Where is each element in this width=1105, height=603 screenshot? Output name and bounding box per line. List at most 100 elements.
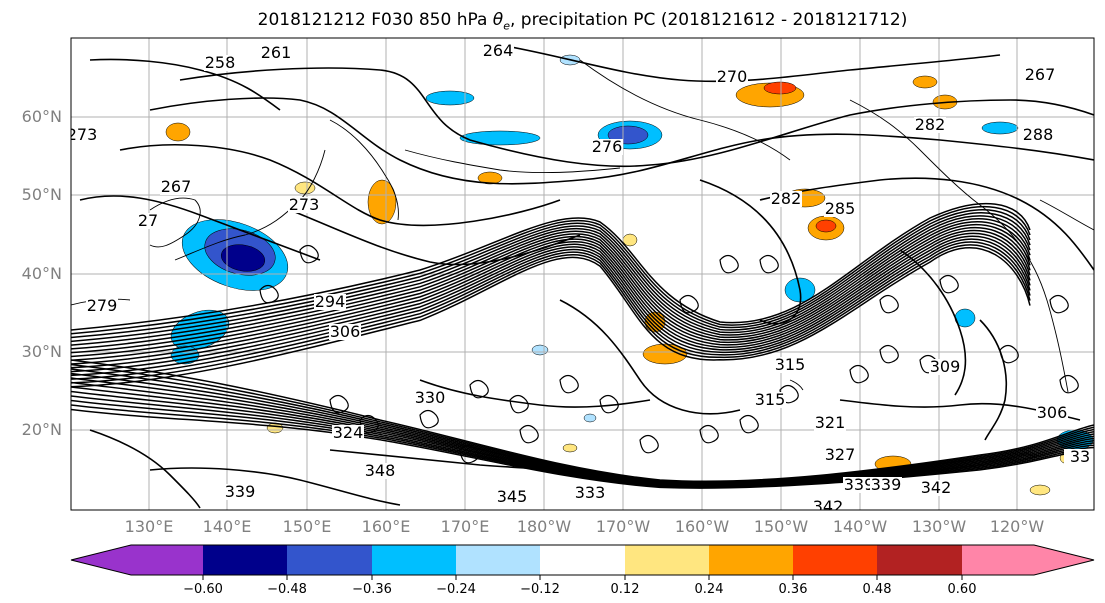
colorbar-outline xyxy=(70,544,1095,576)
contour-label-bg xyxy=(770,191,802,207)
lon-label: 150°E xyxy=(282,517,332,536)
theta-e-contour xyxy=(759,254,779,274)
contour-label-bg xyxy=(204,55,236,71)
contour-label: 324 xyxy=(333,423,364,442)
precip-area xyxy=(531,344,549,356)
theta-e-contour xyxy=(71,232,1031,369)
contour-label: 267 xyxy=(161,177,192,196)
contour-label: 345 xyxy=(497,487,528,506)
theta-e-contour xyxy=(149,97,1094,185)
colorbar-tick-label: 0.36 xyxy=(778,582,808,597)
theta-e-contour xyxy=(71,218,1031,350)
contour-label: 33 xyxy=(1070,447,1090,466)
lon-label: 160°E xyxy=(361,517,411,536)
theta-e-contour xyxy=(939,274,959,294)
title-level: 850 hPa xyxy=(418,10,488,30)
contour-label: 339 xyxy=(844,475,875,494)
contour-label-bg xyxy=(843,477,875,493)
colorbar-box xyxy=(540,545,625,575)
theta-e-contour xyxy=(289,209,581,266)
theta-e-contour xyxy=(71,212,1031,343)
theta-e-contour xyxy=(639,434,659,454)
title-field-subscript: e xyxy=(503,19,510,33)
contour-label-bg xyxy=(591,139,623,155)
precip-area xyxy=(763,81,797,95)
coastline xyxy=(1054,329,1069,393)
contour-label-bg xyxy=(1064,449,1094,465)
lat-label: 60°N xyxy=(21,107,62,126)
contour-label-bg xyxy=(1022,127,1054,143)
theta-e-contour xyxy=(329,449,601,473)
lat-label: 30°N xyxy=(21,342,62,361)
coastline xyxy=(149,197,201,248)
theta-e-contour xyxy=(71,226,1031,361)
contour-label-bg xyxy=(929,359,961,375)
colorbar-box xyxy=(793,545,877,575)
lon-label: 140°E xyxy=(202,517,252,536)
theta-e-contour xyxy=(679,294,699,314)
contour-label: 270 xyxy=(717,67,748,86)
coastline xyxy=(789,379,804,391)
theta-e-contour xyxy=(599,394,619,414)
map-gridlines xyxy=(71,38,1094,510)
theta-e-contour xyxy=(71,205,1031,335)
contour-label-bg xyxy=(332,425,364,441)
contour-label: 279 xyxy=(87,296,118,315)
precip-area xyxy=(425,90,475,106)
colorbar-box xyxy=(131,545,203,575)
contour-label: 264 xyxy=(483,41,514,60)
contour-label: 348 xyxy=(365,461,396,480)
coastline xyxy=(579,59,791,161)
contour-label: 321 xyxy=(815,413,846,432)
contour-label-bg xyxy=(71,127,98,143)
theta-e-contour xyxy=(559,374,579,394)
title-field-suffix: , precipitation PC xyxy=(509,10,656,30)
theta-e-contour xyxy=(71,247,1031,388)
precip-area xyxy=(562,443,578,453)
theta-e-contour xyxy=(89,58,281,111)
colorbar xyxy=(70,544,1095,580)
colorbar-box xyxy=(625,545,709,575)
theta-e-contour xyxy=(299,244,319,264)
contour-label: 333 xyxy=(575,483,606,502)
lon-label: 130°E xyxy=(124,517,174,536)
contour-label-bg xyxy=(870,477,902,493)
colorbar-tick-label: −0.12 xyxy=(520,582,560,597)
theta-e-contour xyxy=(179,67,1094,168)
contour-label: 309 xyxy=(930,357,961,376)
theta-e-contour xyxy=(719,254,739,274)
contour-label: 306 xyxy=(1037,403,1068,422)
lon-label: 140°W xyxy=(832,517,888,536)
precip-area xyxy=(583,413,597,423)
colorbar-tick-label: 0.12 xyxy=(610,582,640,597)
theta-e-contour xyxy=(71,244,1031,384)
contour-label: 27 xyxy=(138,211,158,230)
lat-label: 20°N xyxy=(21,420,62,439)
contour-label-bg xyxy=(314,294,346,310)
title-field-symbol: θ xyxy=(492,10,504,30)
colorbar-tick-label: −0.24 xyxy=(436,582,476,597)
contour-label: 261 xyxy=(261,43,292,62)
theta-e-contours xyxy=(71,44,1094,509)
contour-label: 315 xyxy=(775,355,806,374)
theta-e-contour xyxy=(559,299,741,415)
contour-label-bg xyxy=(814,415,846,431)
lon-label: 130°W xyxy=(911,517,967,536)
contour-label: 294 xyxy=(315,292,346,311)
lon-label: 170°W xyxy=(595,517,651,536)
contour-label-bg xyxy=(1036,405,1068,421)
contour-label-bg xyxy=(1024,67,1056,83)
lat-label: 50°N xyxy=(21,185,62,204)
contour-label: 276 xyxy=(592,137,623,156)
contour-label-bg xyxy=(160,179,192,195)
contour-label-bg xyxy=(260,45,292,61)
theta-e-contour xyxy=(71,241,1031,380)
contour-label: 273 xyxy=(289,195,320,214)
theta-e-contour xyxy=(849,364,869,384)
colorbar-tick-label: 0.60 xyxy=(947,582,977,597)
title-period: (2018121612 - 2018121712) xyxy=(660,10,908,30)
contour-label-bg xyxy=(329,324,361,340)
theta-e-contour xyxy=(499,44,1001,83)
precip-area xyxy=(220,244,266,272)
